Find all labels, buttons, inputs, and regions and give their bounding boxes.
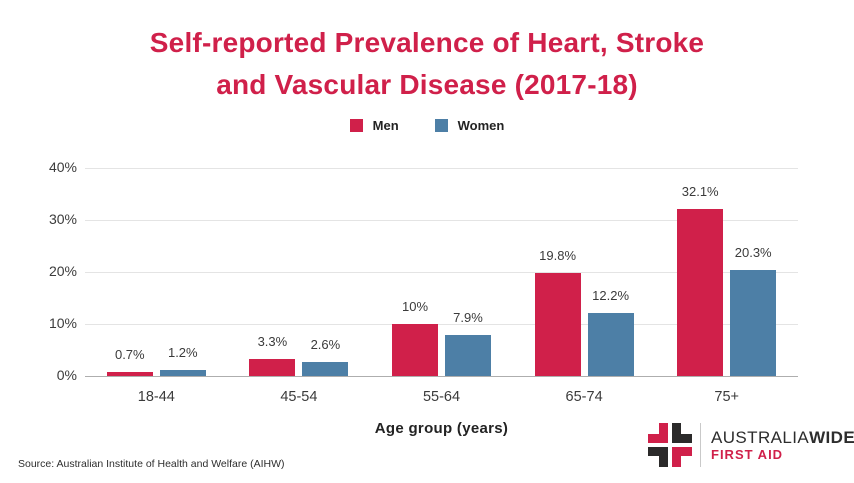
logo-text: AUSTRALIAWIDE FIRST AID bbox=[711, 428, 854, 463]
bar-value-women-65-74: 12.2% bbox=[592, 287, 630, 303]
legend-label-men: Men bbox=[372, 118, 399, 133]
brand-logo: AUSTRALIAWIDE FIRST AID bbox=[648, 423, 854, 467]
bar-value-women-75+: 20.3% bbox=[734, 245, 772, 261]
ytick-label-20: 20% bbox=[48, 263, 77, 279]
gridline-40 bbox=[85, 167, 798, 169]
ytick-label-0: 0% bbox=[56, 367, 77, 383]
bar-women-18-44 bbox=[159, 369, 206, 376]
ytick-label-30: 30% bbox=[48, 211, 77, 227]
bar-men-18-44 bbox=[106, 372, 153, 376]
bar-women-75+ bbox=[730, 270, 777, 376]
bar-value-men-65-74: 19.8% bbox=[539, 248, 577, 264]
gridline-20 bbox=[85, 271, 798, 273]
cross-logo-icon bbox=[648, 423, 692, 467]
bar-men-45-54 bbox=[249, 358, 296, 376]
legend-label-women: Women bbox=[457, 118, 505, 133]
bar-value-men-18-44: 0.7% bbox=[114, 347, 145, 363]
xtick-label-55-64: 55-64 bbox=[422, 389, 461, 405]
x-axis-title: Age group (years) bbox=[374, 420, 509, 437]
logo-subtitle: FIRST AID bbox=[711, 446, 784, 462]
legend-swatch-women bbox=[434, 119, 448, 132]
source-note: Source: Australian Institute of Health a… bbox=[18, 458, 285, 470]
gridline-10 bbox=[85, 323, 798, 325]
gridline-30 bbox=[85, 219, 798, 221]
logo-name-bold: WIDE bbox=[809, 427, 854, 447]
chart-title-line-1: Self-reported Prevalence of Heart, Strok… bbox=[149, 27, 705, 58]
logo-name-regular: AUSTRALIA bbox=[711, 427, 810, 447]
legend-item-men: Men bbox=[349, 118, 399, 133]
logo-name: AUSTRALIAWIDE bbox=[711, 428, 854, 447]
bar-value-women-45-54: 2.6% bbox=[310, 337, 341, 353]
bar-value-men-55-64: 10% bbox=[401, 299, 429, 314]
chart-legend: Men Women bbox=[0, 118, 854, 133]
bar-men-75+ bbox=[677, 209, 724, 376]
bar-women-65-74 bbox=[587, 312, 634, 376]
chart-title-line-2: and Vascular Disease (2017-18) bbox=[216, 69, 638, 100]
ytick-label-10: 10% bbox=[48, 315, 77, 331]
logo-divider bbox=[700, 423, 701, 467]
bar-men-65-74 bbox=[534, 273, 581, 376]
chart-title: Self-reported Prevalence of Heart, Strok… bbox=[0, 22, 854, 106]
bar-value-women-18-44: 1.2% bbox=[167, 344, 198, 360]
xtick-label-45-54: 45-54 bbox=[280, 389, 318, 405]
bar-women-55-64 bbox=[445, 334, 491, 376]
ytick-label-40: 40% bbox=[48, 159, 77, 175]
xtick-label-65-74: 65-74 bbox=[565, 389, 603, 405]
bar-value-men-45-54: 3.3% bbox=[257, 333, 288, 349]
legend-item-women: Women bbox=[434, 118, 505, 133]
bar-men-55-64 bbox=[392, 324, 438, 376]
xtick-label-18-44: 18-44 bbox=[137, 389, 175, 405]
xtick-label-75+: 75+ bbox=[714, 389, 739, 405]
legend-swatch-men bbox=[349, 119, 363, 132]
bar-value-men-75+: 32.1% bbox=[681, 184, 719, 200]
bar-value-women-55-64: 7.9% bbox=[453, 309, 483, 325]
x-axis-line bbox=[85, 375, 798, 377]
bar-women-45-54 bbox=[302, 362, 349, 376]
